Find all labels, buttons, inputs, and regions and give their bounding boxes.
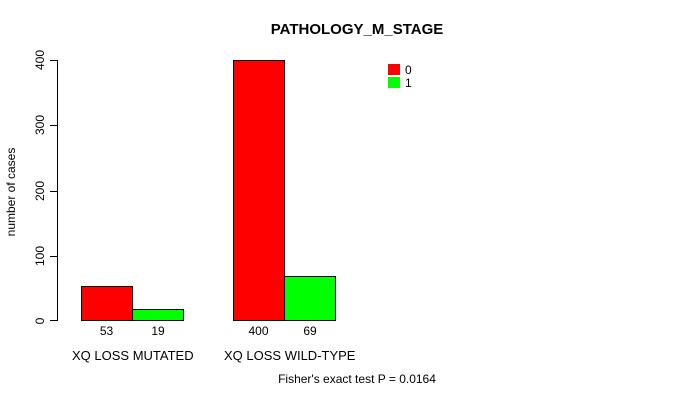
y-axis-tick-label: 400 <box>33 49 47 71</box>
y-axis-tick <box>50 60 57 61</box>
legend-label: 1 <box>405 75 412 90</box>
y-axis-tick-label: 100 <box>33 245 47 266</box>
stat-annotation: Fisher's exact test P = 0.0164 <box>278 372 436 386</box>
bar-value-label: 69 <box>303 324 317 338</box>
x-category-label: XQ LOSS WILD-TYPE <box>224 348 356 363</box>
legend-label: 0 <box>405 62 412 77</box>
legend-entry: 0 <box>388 62 412 77</box>
bar-1-xq-loss-wild-type <box>284 275 336 321</box>
x-category-label: XQ LOSS MUTATED <box>72 348 194 363</box>
bar-1-xq-loss-mutated <box>132 308 184 321</box>
legend-swatch-0 <box>388 64 400 75</box>
bar-value-label: 400 <box>248 324 269 338</box>
legend-entry: 1 <box>388 75 412 90</box>
y-axis-tick <box>50 256 57 257</box>
chart-title: PATHOLOGY_M_STAGE <box>270 21 444 38</box>
y-axis-tick-label: 300 <box>33 115 47 136</box>
bar-value-label: 53 <box>99 324 114 338</box>
legend-swatch-1 <box>388 77 400 88</box>
y-axis-tick-label: 200 <box>33 180 47 201</box>
plot-area: 0 100 200 300 400 53 19 XQ LOSS MUTATED 400 69 XQ … <box>33 50 661 363</box>
bar-value-label: 19 <box>151 324 165 338</box>
bar-0-xq-loss-wild-type <box>232 60 285 321</box>
y-axis-tick <box>50 320 57 321</box>
bar-0-xq-loss-mutated <box>80 286 133 321</box>
y-axis-tick <box>50 191 57 192</box>
y-axis-tick-label: 0 <box>33 317 47 325</box>
y-axis-tick <box>50 125 57 126</box>
y-axis-label: number of cases <box>4 147 18 237</box>
